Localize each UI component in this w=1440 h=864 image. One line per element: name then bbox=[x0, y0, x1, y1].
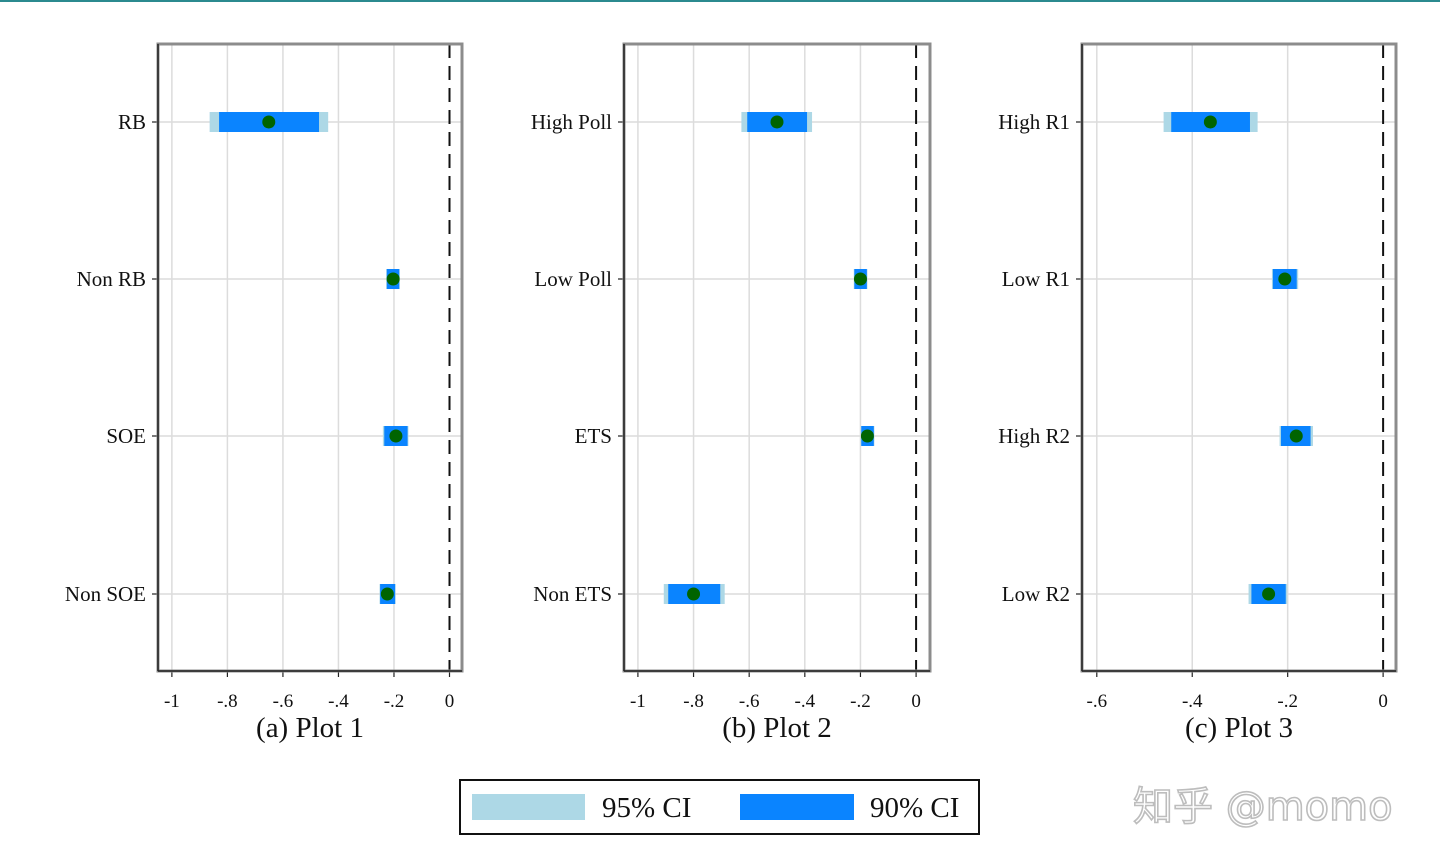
x-tick-label: -.6 bbox=[273, 691, 294, 712]
point-estimate bbox=[1203, 115, 1217, 129]
plot-frame bbox=[1080, 42, 1398, 673]
plot-3: -.6 -.4 -.2 0 High R1 Low R1 High R2 Low R2 (c) … bbox=[998, 42, 1398, 744]
y-tick-label: High Poll bbox=[531, 110, 612, 134]
x-tick-label: -.4 bbox=[795, 691, 816, 712]
point-estimate bbox=[687, 587, 701, 601]
point-estimate bbox=[860, 429, 874, 443]
x-tick-label: -1 bbox=[630, 691, 646, 712]
y-tick-label: RB bbox=[118, 110, 146, 134]
x-tick-label: 0 bbox=[911, 691, 921, 712]
point-estimate bbox=[853, 272, 867, 286]
x-tick-label: -.4 bbox=[328, 691, 349, 712]
x-tick-label: -.2 bbox=[384, 691, 405, 712]
y-tick-label: Non ETS bbox=[533, 582, 612, 606]
x-tick-label: -.8 bbox=[217, 691, 238, 712]
point-estimate bbox=[389, 429, 403, 443]
y-tick-label: ETS bbox=[575, 424, 612, 448]
x-tick-label: 0 bbox=[1378, 691, 1388, 712]
y-tick-label: Non RB bbox=[77, 267, 146, 291]
point-estimate bbox=[380, 587, 394, 601]
legend-label-90: 90% CI bbox=[870, 792, 959, 824]
x-tick-label: -1 bbox=[164, 691, 180, 712]
point-estimate bbox=[1262, 587, 1276, 601]
x-tick-label: 0 bbox=[445, 691, 455, 712]
x-tick-label: -.2 bbox=[850, 691, 871, 712]
y-tick-label: Low Poll bbox=[534, 267, 612, 291]
x-tick-label: -.6 bbox=[739, 691, 760, 712]
legend: 95% CI 90% CI bbox=[459, 779, 980, 835]
plot-frame bbox=[622, 42, 932, 673]
top-border-line bbox=[0, 0, 1440, 2]
point-estimate bbox=[1278, 272, 1292, 286]
point-estimate bbox=[770, 115, 784, 129]
watermark-logo: 知乎 @momo bbox=[1133, 784, 1393, 830]
y-tick-label: Low R1 bbox=[1002, 267, 1070, 291]
x-tick-label: -.4 bbox=[1182, 691, 1203, 712]
point-estimate bbox=[262, 115, 276, 129]
legend-swatch-90 bbox=[740, 794, 854, 820]
legend-swatch-95 bbox=[472, 794, 585, 820]
y-tick-label: SOE bbox=[106, 424, 146, 448]
x-tick-label: -.6 bbox=[1087, 691, 1108, 712]
plot-2: -1 -.8 -.6 -.4 -.2 0 High Poll Low Poll ETS Non E… bbox=[531, 42, 932, 744]
plot-caption: (b) Plot 2 bbox=[722, 712, 832, 744]
point-estimate bbox=[1289, 429, 1303, 443]
y-tick-label: High R2 bbox=[998, 424, 1070, 448]
x-tick-label: -.2 bbox=[1277, 691, 1298, 712]
y-tick-label: Non SOE bbox=[65, 582, 146, 606]
legend-label-95: 95% CI bbox=[602, 792, 691, 824]
y-tick-label: High R1 bbox=[998, 110, 1070, 134]
plot-caption: (c) Plot 3 bbox=[1185, 712, 1293, 744]
x-tick-label: -.8 bbox=[683, 691, 704, 712]
point-estimate bbox=[386, 272, 400, 286]
plot-frame bbox=[156, 42, 464, 673]
plot-1: -1 -.8 -.6 -.4 -.2 0 RB Non RB SOE Non SOE (a) Plo… bbox=[65, 42, 464, 744]
plot-caption: (a) Plot 1 bbox=[256, 712, 364, 744]
y-tick-label: Low R2 bbox=[1002, 582, 1070, 606]
